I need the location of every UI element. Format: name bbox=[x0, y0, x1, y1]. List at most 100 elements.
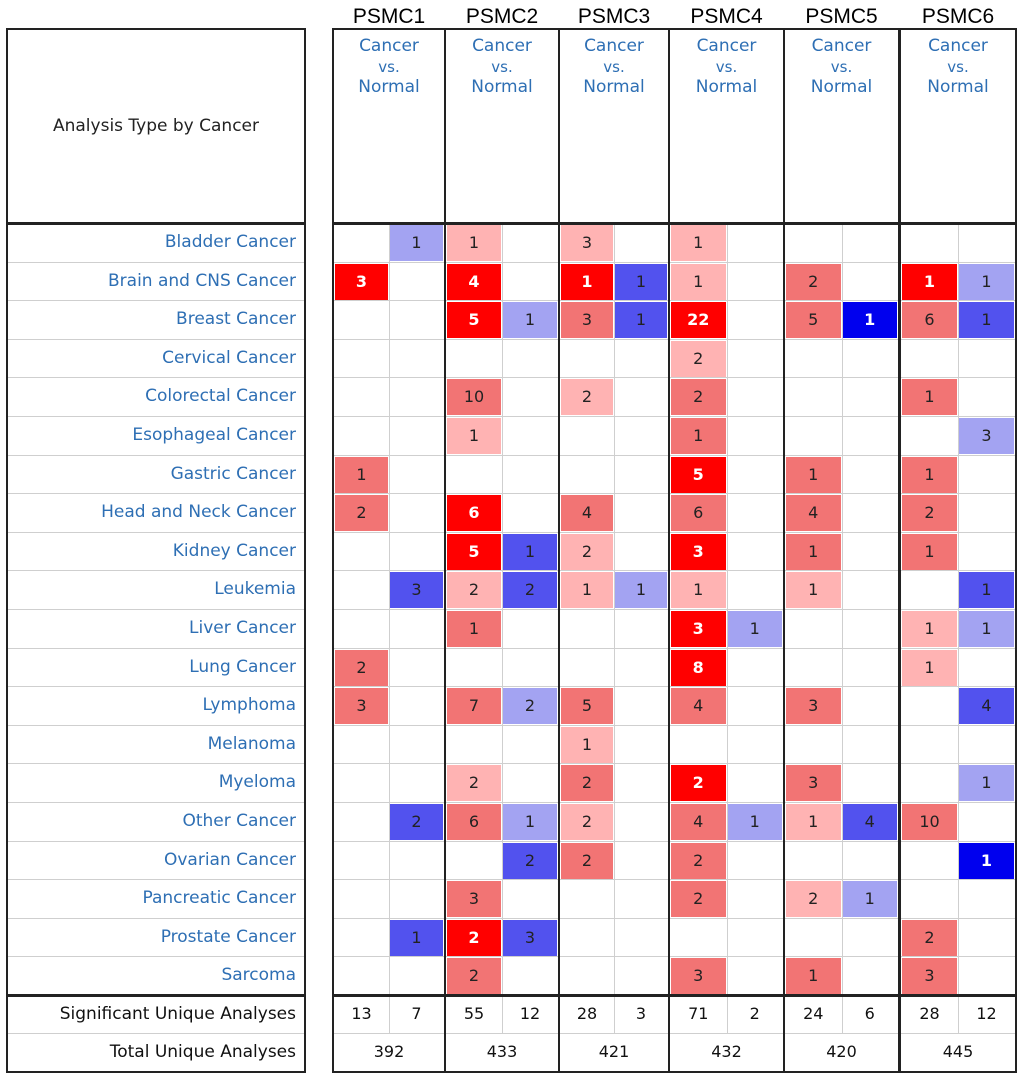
cell-up-psmc5[interactable]: 4 bbox=[786, 495, 841, 531]
cell-down-psmc6[interactable]: 1 bbox=[959, 572, 1014, 608]
cell-up-psmc6[interactable]: 1 bbox=[902, 534, 957, 570]
cell-up-psmc2[interactable]: 2 bbox=[447, 572, 501, 608]
row-label-lung-cancer[interactable]: Lung Cancer bbox=[189, 657, 296, 677]
cell-up-psmc4[interactable]: 2 bbox=[671, 843, 726, 879]
row-label-esophageal-cancer[interactable]: Esophageal Cancer bbox=[132, 425, 296, 445]
cell-up-psmc2[interactable]: 1 bbox=[447, 611, 501, 647]
cell-up-psmc3[interactable]: 2 bbox=[561, 765, 613, 801]
cell-up-psmc6[interactable]: 2 bbox=[902, 495, 957, 531]
row-label-sarcoma[interactable]: Sarcoma bbox=[221, 965, 296, 985]
cell-down-psmc5[interactable]: 1 bbox=[842, 881, 897, 917]
cell-up-psmc6[interactable]: 1 bbox=[902, 611, 957, 647]
cell-up-psmc4[interactable]: 2 bbox=[671, 881, 726, 917]
cell-up-psmc6[interactable]: 1 bbox=[902, 379, 957, 415]
cell-up-psmc4[interactable]: 5 bbox=[671, 457, 726, 493]
cell-up-psmc6[interactable]: 10 bbox=[902, 804, 957, 840]
cell-up-psmc1[interactable]: 2 bbox=[335, 495, 388, 531]
cell-down-psmc2[interactable]: 3 bbox=[503, 920, 557, 956]
cell-up-psmc1[interactable]: 1 bbox=[335, 457, 388, 493]
row-label-cervical-cancer[interactable]: Cervical Cancer bbox=[162, 348, 296, 368]
cell-up-psmc2[interactable]: 6 bbox=[447, 495, 501, 531]
cell-up-psmc4[interactable]: 4 bbox=[671, 688, 726, 724]
cell-up-psmc2[interactable]: 1 bbox=[447, 225, 501, 261]
cell-down-psmc3[interactable]: 1 bbox=[615, 302, 667, 338]
cell-up-psmc4[interactable]: 1 bbox=[671, 264, 726, 300]
cell-up-psmc5[interactable]: 1 bbox=[786, 958, 841, 994]
row-label-brain-and-cns-cancer[interactable]: Brain and CNS Cancer bbox=[108, 271, 296, 291]
cell-up-psmc2[interactable]: 5 bbox=[447, 534, 501, 570]
cell-down-psmc4[interactable]: 1 bbox=[727, 804, 782, 840]
row-label-kidney-cancer[interactable]: Kidney Cancer bbox=[172, 541, 296, 561]
cell-up-psmc4[interactable]: 3 bbox=[671, 958, 726, 994]
cell-up-psmc5[interactable]: 1 bbox=[786, 534, 841, 570]
cell-up-psmc3[interactable]: 3 bbox=[561, 302, 613, 338]
cell-up-psmc2[interactable]: 3 bbox=[447, 881, 501, 917]
cell-up-psmc3[interactable]: 5 bbox=[561, 688, 613, 724]
cell-up-psmc4[interactable]: 3 bbox=[671, 534, 726, 570]
cell-down-psmc4[interactable]: 1 bbox=[727, 611, 782, 647]
cell-up-psmc2[interactable]: 6 bbox=[447, 804, 501, 840]
cell-up-psmc1[interactable]: 3 bbox=[335, 688, 388, 724]
row-label-myeloma[interactable]: Myeloma bbox=[218, 772, 296, 792]
cell-down-psmc3[interactable]: 1 bbox=[615, 264, 667, 300]
cell-up-psmc1[interactable]: 2 bbox=[335, 650, 388, 686]
row-label-other-cancer[interactable]: Other Cancer bbox=[182, 811, 296, 831]
cell-up-psmc2[interactable]: 7 bbox=[447, 688, 501, 724]
cell-up-psmc5[interactable]: 1 bbox=[786, 572, 841, 608]
cell-up-psmc4[interactable]: 1 bbox=[671, 225, 726, 261]
comparison-link-psmc1[interactable]: Cancer vs. Normal bbox=[334, 36, 444, 98]
cell-down-psmc2[interactable]: 2 bbox=[503, 843, 557, 879]
row-label-head-and-neck-cancer[interactable]: Head and Neck Cancer bbox=[101, 502, 296, 522]
cell-up-psmc4[interactable]: 1 bbox=[671, 418, 726, 454]
cell-down-psmc6[interactable]: 1 bbox=[959, 765, 1014, 801]
row-label-colorectal-cancer[interactable]: Colorectal Cancer bbox=[145, 386, 296, 406]
row-label-melanoma[interactable]: Melanoma bbox=[207, 734, 296, 754]
cell-up-psmc3[interactable]: 2 bbox=[561, 804, 613, 840]
cell-down-psmc2[interactable]: 2 bbox=[503, 572, 557, 608]
row-label-lymphoma[interactable]: Lymphoma bbox=[202, 695, 296, 715]
cell-up-psmc6[interactable]: 2 bbox=[902, 920, 957, 956]
cell-down-psmc6[interactable]: 3 bbox=[959, 418, 1014, 454]
row-label-pancreatic-cancer[interactable]: Pancreatic Cancer bbox=[142, 888, 296, 908]
cell-up-psmc4[interactable]: 2 bbox=[671, 765, 726, 801]
cell-up-psmc5[interactable]: 2 bbox=[786, 264, 841, 300]
comparison-link-psmc4[interactable]: Cancer vs. Normal bbox=[670, 36, 783, 98]
cell-up-psmc2[interactable]: 2 bbox=[447, 765, 501, 801]
cell-up-psmc5[interactable]: 3 bbox=[786, 765, 841, 801]
cell-down-psmc1[interactable]: 1 bbox=[390, 920, 443, 956]
cell-down-psmc5[interactable]: 1 bbox=[842, 302, 897, 338]
cell-down-psmc2[interactable]: 1 bbox=[503, 534, 557, 570]
row-label-ovarian-cancer[interactable]: Ovarian Cancer bbox=[163, 850, 296, 870]
row-label-breast-cancer[interactable]: Breast Cancer bbox=[176, 309, 296, 329]
cell-down-psmc2[interactable]: 1 bbox=[503, 804, 557, 840]
cell-up-psmc5[interactable]: 1 bbox=[786, 457, 841, 493]
cell-down-psmc6[interactable]: 4 bbox=[959, 688, 1014, 724]
cell-up-psmc3[interactable]: 2 bbox=[561, 379, 613, 415]
cell-up-psmc3[interactable]: 4 bbox=[561, 495, 613, 531]
row-label-bladder-cancer[interactable]: Bladder Cancer bbox=[164, 232, 296, 252]
cell-down-psmc6[interactable]: 1 bbox=[959, 264, 1014, 300]
cell-up-psmc2[interactable]: 2 bbox=[447, 920, 501, 956]
cell-up-psmc4[interactable]: 22 bbox=[671, 302, 726, 338]
cell-up-psmc3[interactable]: 1 bbox=[561, 264, 613, 300]
comparison-link-psmc6[interactable]: Cancer vs. Normal bbox=[901, 36, 1015, 98]
cell-up-psmc5[interactable]: 2 bbox=[786, 881, 841, 917]
cell-up-psmc3[interactable]: 2 bbox=[561, 534, 613, 570]
cell-down-psmc1[interactable]: 3 bbox=[390, 572, 443, 608]
cell-down-psmc6[interactable]: 1 bbox=[959, 611, 1014, 647]
cell-up-psmc3[interactable]: 2 bbox=[561, 843, 613, 879]
cell-up-psmc4[interactable]: 8 bbox=[671, 650, 726, 686]
cell-down-psmc1[interactable]: 2 bbox=[390, 804, 443, 840]
cell-down-psmc6[interactable]: 1 bbox=[959, 843, 1014, 879]
comparison-link-psmc3[interactable]: Cancer vs. Normal bbox=[560, 36, 668, 98]
cell-down-psmc2[interactable]: 2 bbox=[503, 688, 557, 724]
cell-up-psmc3[interactable]: 3 bbox=[561, 225, 613, 261]
row-label-prostate-cancer[interactable]: Prostate Cancer bbox=[160, 927, 296, 947]
cell-up-psmc4[interactable]: 6 bbox=[671, 495, 726, 531]
cell-up-psmc6[interactable]: 3 bbox=[902, 958, 957, 994]
cell-up-psmc4[interactable]: 2 bbox=[671, 341, 726, 377]
cell-up-psmc1[interactable]: 3 bbox=[335, 264, 388, 300]
cell-up-psmc5[interactable]: 5 bbox=[786, 302, 841, 338]
cell-up-psmc3[interactable]: 1 bbox=[561, 727, 613, 763]
cell-down-psmc2[interactable]: 1 bbox=[503, 302, 557, 338]
